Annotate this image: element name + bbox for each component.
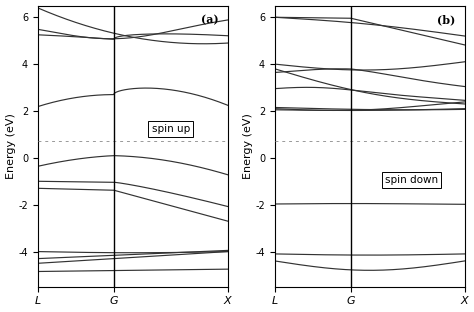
Text: (a): (a)	[201, 14, 218, 25]
Y-axis label: Energy (eV): Energy (eV)	[6, 113, 16, 179]
Text: (b): (b)	[437, 14, 455, 25]
Text: spin down: spin down	[385, 175, 438, 185]
Text: spin up: spin up	[152, 124, 190, 134]
Y-axis label: Energy (eV): Energy (eV)	[243, 113, 253, 179]
